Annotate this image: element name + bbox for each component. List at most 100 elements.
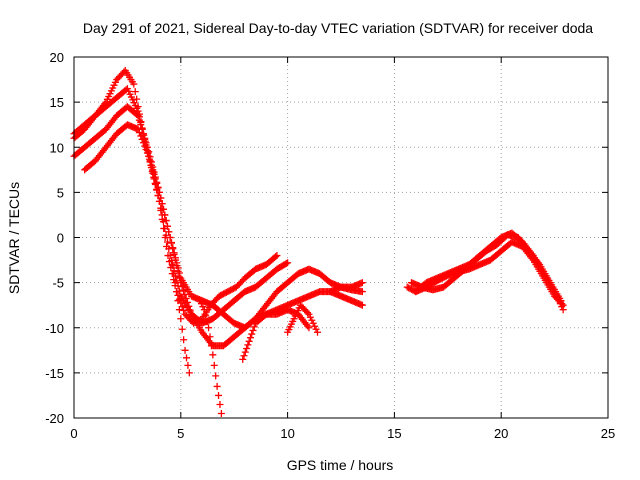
data-point <box>240 352 248 360</box>
data-point <box>199 303 207 311</box>
x-tick-label: 10 <box>280 426 294 441</box>
data-point <box>175 273 183 281</box>
y-axis-label: SDTVAR / TECUs <box>6 182 22 294</box>
data-point <box>180 306 188 314</box>
data-point <box>141 142 149 150</box>
data-point <box>241 348 249 356</box>
series-track-6 <box>196 297 225 417</box>
data-point <box>272 253 280 261</box>
data-point <box>133 111 141 119</box>
data-point <box>202 312 210 320</box>
data-point <box>170 270 178 278</box>
data-point <box>171 256 179 264</box>
data-point <box>245 337 253 345</box>
data-point <box>170 276 178 284</box>
data-point <box>182 354 190 362</box>
series-track-8 <box>284 301 322 336</box>
data-point <box>162 217 170 225</box>
series-track-10 <box>407 231 565 305</box>
data-point <box>358 288 366 296</box>
y-tick-label: 5 <box>57 185 64 200</box>
data-point <box>143 149 151 157</box>
data-point <box>139 139 147 147</box>
y-tick-label: -20 <box>45 411 64 426</box>
data-point <box>138 135 146 143</box>
data-point <box>304 309 312 317</box>
data-point <box>178 325 186 333</box>
data-point <box>181 290 189 298</box>
axis-ticks <box>73 56 609 419</box>
data-point <box>137 132 145 140</box>
x-tick-label: 20 <box>494 426 508 441</box>
x-tick-label: 0 <box>70 426 77 441</box>
data-point <box>558 300 566 308</box>
data-point <box>167 239 175 247</box>
y-tick-label: 0 <box>57 231 64 246</box>
data-point <box>206 333 214 341</box>
data-point <box>250 323 258 331</box>
data-point <box>308 316 316 324</box>
y-tick-label: 10 <box>50 140 64 155</box>
data-point <box>130 80 138 88</box>
data-point <box>306 313 314 321</box>
series-track-12 <box>326 279 366 296</box>
data-point <box>239 355 247 363</box>
x-axis-label: GPS time / hours <box>287 457 394 473</box>
data-point <box>183 298 191 306</box>
data-point <box>166 234 174 241</box>
data-point <box>168 261 176 269</box>
data-point <box>173 288 181 296</box>
data-point <box>314 328 322 336</box>
x-tick-label: 5 <box>177 426 184 441</box>
data-point <box>166 252 174 260</box>
data-point <box>151 175 159 183</box>
data-point <box>244 341 252 349</box>
data-point <box>215 391 223 399</box>
data-point <box>161 211 169 219</box>
data-point <box>135 129 143 137</box>
data-point <box>137 121 145 129</box>
data-point <box>131 88 139 96</box>
tick-labels: 0 5 10 15 20 25 -20 -15 -10 -5 0 5 10 15 20 <box>45 50 615 441</box>
data-point <box>309 319 317 327</box>
data-point <box>175 306 183 314</box>
data-point <box>213 382 221 390</box>
data-point <box>134 125 142 133</box>
data-point <box>186 306 194 314</box>
y-tick-label: -15 <box>45 366 64 381</box>
x-tick-label: 15 <box>387 426 401 441</box>
data-point <box>185 369 193 377</box>
data-point <box>174 297 182 305</box>
data-point <box>147 161 155 169</box>
data-point <box>170 250 178 258</box>
data-point <box>358 301 366 309</box>
data-point <box>284 259 292 267</box>
data-point <box>207 342 215 350</box>
data-point <box>358 279 366 287</box>
data-point <box>212 372 220 380</box>
data-point <box>155 188 163 196</box>
data-point <box>273 252 281 260</box>
data-point <box>149 166 157 174</box>
data-points <box>70 67 567 417</box>
data-point <box>157 194 165 202</box>
data-point <box>197 300 205 308</box>
y-tick-label: 20 <box>50 50 64 65</box>
data-point <box>305 310 313 318</box>
data-point <box>134 112 142 120</box>
y-tick-label: -10 <box>45 321 64 336</box>
data-point <box>179 287 187 295</box>
data-point <box>282 260 290 268</box>
data-point <box>142 146 150 154</box>
x-tick-label: 25 <box>601 426 615 441</box>
data-point <box>209 351 217 359</box>
data-point <box>163 222 171 230</box>
data-point <box>171 279 179 287</box>
data-point <box>153 179 161 187</box>
series-track-11 <box>412 238 567 309</box>
series-track-5 <box>168 261 193 377</box>
data-point <box>169 245 177 253</box>
y-tick-label: 15 <box>50 95 64 110</box>
data-point <box>133 95 141 103</box>
data-point <box>311 322 319 330</box>
